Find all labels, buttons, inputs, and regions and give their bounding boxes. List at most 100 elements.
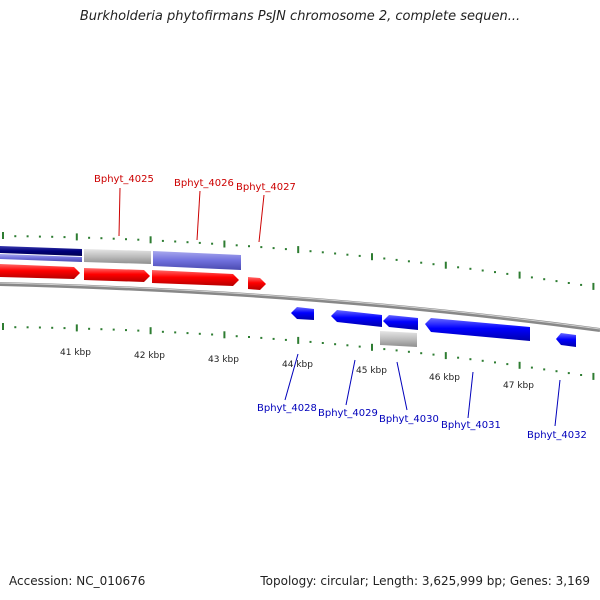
scale-label: 41 kbp: [60, 348, 91, 358]
minor-tick: [112, 328, 115, 331]
minor-tick: [248, 336, 250, 338]
major-tick: [75, 233, 78, 241]
chromosome-backbone: [0, 282, 600, 332]
label-leader: [258, 194, 265, 243]
label-leader: [345, 359, 356, 406]
label-leader: [554, 379, 561, 427]
minor-tick: [38, 326, 41, 329]
minor-tick: [457, 356, 460, 359]
major-tick: [75, 324, 78, 332]
minor-tick: [211, 333, 214, 336]
gray-feature[interactable]: [380, 331, 417, 347]
upper-tick-track: [2, 232, 595, 290]
cds-forward[interactable]: [84, 268, 150, 282]
minor-tick: [309, 340, 312, 343]
major-tick: [223, 240, 226, 248]
gene-label-bphyt-4026[interactable]: Bphyt_4026: [174, 178, 234, 189]
cds-reverse[interactable]: [383, 315, 418, 330]
gene-label-bphyt-4027[interactable]: Bphyt_4027: [236, 182, 296, 193]
accession-text: Accession: NC_010676: [9, 574, 146, 588]
minor-tick: [494, 361, 496, 364]
minor-tick: [530, 366, 533, 369]
major-tick: [371, 343, 373, 351]
gene-label-bphyt-4030[interactable]: Bphyt_4030: [379, 414, 439, 425]
major-tick: [149, 236, 152, 244]
minor-tick: [14, 235, 17, 238]
cds-forward[interactable]: [0, 264, 80, 279]
cds-reverse[interactable]: [425, 318, 530, 341]
minor-tick: [346, 253, 349, 256]
minor-tick: [51, 235, 54, 238]
minor-tick: [51, 326, 54, 329]
gene-bar-track: [0, 246, 241, 270]
minor-tick: [555, 370, 558, 373]
major-tick: [2, 232, 4, 239]
gene-bar-gray[interactable]: [84, 249, 151, 264]
cds-reverse[interactable]: [556, 333, 576, 347]
scale-labels: 41 kbp 42 kbp 43 kbp 44 kbp 45 kbp 46 kb…: [60, 348, 534, 391]
major-tick: [518, 271, 521, 279]
gene-bar-navy[interactable]: [0, 246, 82, 256]
minor-tick: [358, 254, 361, 257]
minor-tick: [248, 245, 250, 248]
cds-reverse[interactable]: [291, 307, 314, 320]
minor-tick: [161, 239, 164, 242]
forward-cds-track: [0, 264, 266, 290]
label-leader: [396, 361, 408, 411]
major-tick: [297, 246, 300, 254]
label-leader: [467, 371, 474, 419]
major-tick: [2, 323, 4, 330]
minor-tick: [88, 327, 91, 330]
minor-tick: [506, 363, 509, 366]
gene-label-bphyt-4025[interactable]: Bphyt_4025: [94, 174, 154, 185]
minor-tick: [125, 329, 127, 332]
gene-bar-violet[interactable]: [153, 251, 241, 270]
label-leader: [118, 187, 121, 237]
minor-tick: [567, 282, 570, 284]
gene-bar-light[interactable]: [0, 254, 82, 262]
major-tick: [444, 352, 447, 360]
minor-tick: [432, 353, 435, 356]
scale-label: 45 kbp: [356, 366, 387, 376]
minor-tick: [481, 269, 484, 272]
scale-label: 42 kbp: [134, 351, 165, 361]
minor-tick: [260, 336, 263, 339]
minor-tick: [174, 331, 177, 334]
minor-tick: [481, 359, 484, 362]
lower-tick-track: [2, 323, 595, 380]
minor-tick: [543, 368, 546, 371]
minor-tick: [260, 246, 263, 249]
minor-tick: [272, 247, 275, 250]
scale-label: 47 kbp: [503, 381, 534, 391]
forward-gene-labels: Bphyt_4025 Bphyt_4026 Bphyt_4027: [94, 174, 296, 243]
gene-label-bphyt-4029[interactable]: Bphyt_4029: [318, 408, 378, 419]
minor-tick: [580, 283, 583, 286]
minor-tick: [211, 242, 214, 245]
scale-label: 44 kbp: [282, 360, 313, 370]
cds-forward[interactable]: [152, 270, 239, 286]
minor-tick: [100, 328, 103, 331]
minor-tick: [137, 238, 140, 241]
minor-tick: [26, 235, 29, 238]
minor-tick: [235, 244, 238, 247]
minor-tick: [26, 326, 29, 329]
map-title: Burkholderia phytofirmans PsJN chromosom…: [79, 9, 521, 24]
scale-label: 46 kbp: [429, 373, 460, 383]
gene-label-bphyt-4028[interactable]: Bphyt_4028: [257, 403, 317, 414]
minor-tick: [186, 332, 189, 335]
minor-tick: [198, 332, 201, 335]
cds-reverse[interactable]: [331, 310, 382, 327]
minor-tick: [432, 263, 435, 266]
gene-label-bphyt-4031[interactable]: Bphyt_4031: [441, 420, 501, 431]
minor-tick: [395, 258, 398, 261]
gene-label-bphyt-4032[interactable]: Bphyt_4032: [527, 430, 587, 441]
reverse-cds-track: [291, 307, 576, 347]
minor-tick: [272, 337, 275, 340]
label-leader: [284, 353, 299, 401]
major-tick: [592, 282, 595, 290]
cds-forward[interactable]: [248, 277, 266, 290]
minor-tick: [309, 250, 312, 253]
minor-tick: [543, 278, 546, 281]
minor-tick: [137, 329, 140, 332]
